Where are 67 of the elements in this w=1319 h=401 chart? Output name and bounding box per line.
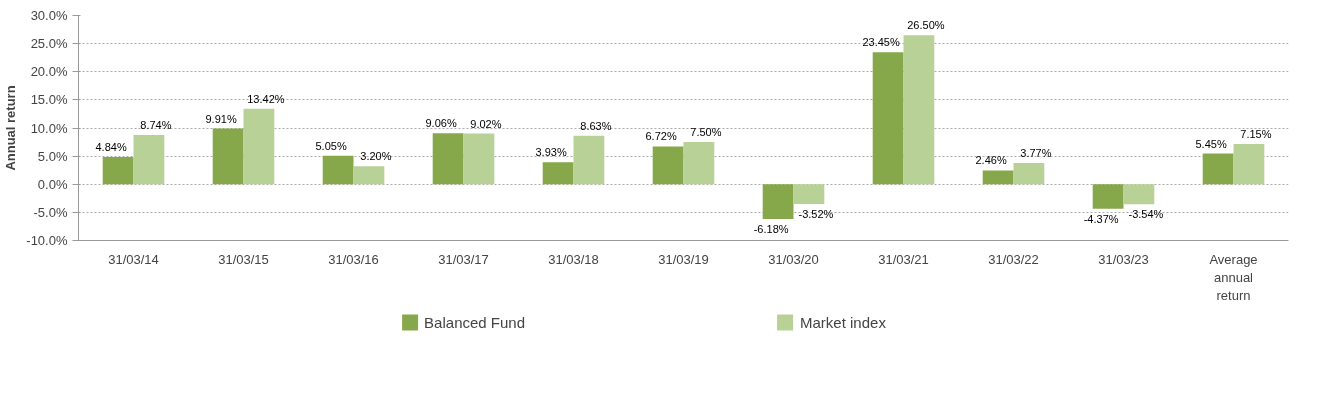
x-tick-label: 31/03/15 [218,251,269,267]
x-tick-label: Average annual return [1209,251,1258,303]
bar [652,146,684,185]
y-tick-label: 15.0% [30,92,68,108]
data-label: -3.54% [1128,208,1164,221]
data-label: 26.50% [907,19,945,32]
data-label: 6.72% [645,130,677,143]
bar [793,184,825,205]
data-label: 4.84% [95,141,127,154]
bar [542,162,574,185]
y-tick-label: -10.0% [26,233,68,248]
bar [1202,153,1234,185]
data-label: 5.45% [1195,137,1227,150]
x-tick-label: 31/03/21 [878,251,929,267]
legend-label: Balanced Fund [424,313,526,331]
y-tick-label: 25.0% [30,36,68,52]
y-tick-label: 20.0% [30,64,68,80]
bar [982,170,1014,185]
y-tick-label: 5.0% [37,148,68,164]
bar [683,142,715,185]
y-axis-title: Annual return [3,85,19,171]
data-label: 9.02% [470,117,502,130]
x-tick-label: 31/03/17 [438,251,489,267]
x-tick-label: 31/03/16 [328,251,379,267]
data-label: 5.05% [315,139,347,152]
bar [872,52,904,185]
bar [322,155,354,185]
bar [432,133,464,185]
bar [102,157,134,185]
data-label: 2.46% [975,154,1007,167]
data-label: 8.63% [580,119,612,132]
data-label: 13.42% [247,92,285,105]
data-label: 3.93% [535,146,567,159]
bar [353,166,385,185]
bar [1092,184,1124,209]
bar [243,108,275,185]
y-tick-label: -5.0% [33,204,68,220]
x-tick-label: 31/03/14 [108,251,159,267]
x-tick-label: 31/03/18 [548,251,599,267]
data-label: 7.50% [690,126,722,139]
bar [1233,144,1265,185]
bar [903,35,935,185]
bar [573,135,605,185]
data-label: -6.18% [753,223,789,236]
bar [133,135,165,185]
data-label: 3.20% [360,150,392,163]
bar [1123,184,1155,205]
x-tick-label: 31/03/22 [988,251,1039,267]
data-label: 3.77% [1020,147,1052,160]
legend-label: Market index [800,313,886,331]
x-tick-label: 31/03/20 [768,251,819,267]
y-tick-label: 10.0% [30,120,68,136]
bar [463,133,495,185]
data-label: -4.37% [1083,212,1119,225]
bar [212,128,244,185]
y-tick-label: 30.0% [30,8,68,23]
x-tick-label: 31/03/19 [658,251,709,267]
x-tick-label: 31/03/23 [1098,251,1149,267]
data-label: 8.74% [140,119,172,132]
y-tick-label: 0.0% [37,176,68,192]
data-label: 9.91% [205,112,237,125]
bar [1013,163,1045,185]
bar [762,184,794,220]
data-label: 7.15% [1240,128,1272,141]
data-label: 23.45% [862,36,900,49]
data-label: -3.52% [798,208,834,221]
data-label: 9.06% [425,117,457,130]
